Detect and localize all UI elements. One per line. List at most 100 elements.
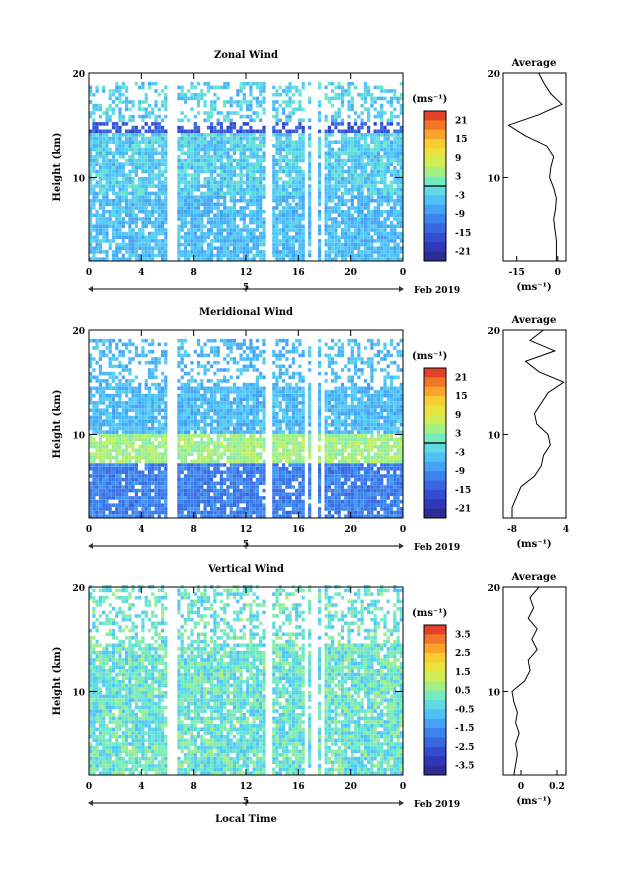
heatmap-cell xyxy=(164,459,168,464)
heatmap-cell xyxy=(210,364,214,369)
heatmap-cell xyxy=(331,187,335,192)
heatmap-cell xyxy=(219,235,223,240)
heatmap-cell xyxy=(210,239,214,243)
heatmap-cell xyxy=(262,228,266,232)
heatmap-cell xyxy=(95,448,99,453)
heatmap-cell xyxy=(255,242,259,247)
heatmap-cell xyxy=(105,470,109,475)
heatmap-cell xyxy=(242,162,246,166)
heatmap-cell xyxy=(210,390,214,394)
heatmap-cell xyxy=(151,191,155,196)
heatmap-cell xyxy=(141,217,145,221)
heatmap-cell xyxy=(131,470,135,475)
heatmap-cell xyxy=(376,187,380,192)
heatmap-cell xyxy=(147,430,152,434)
heatmap-cell xyxy=(177,166,181,170)
heatmap-cell xyxy=(121,408,125,412)
heatmap-cell xyxy=(389,147,394,152)
heatmap-cell xyxy=(223,481,227,486)
heatmap-cell xyxy=(331,81,335,86)
heatmap-cell xyxy=(95,488,99,493)
heatmap-cell xyxy=(275,224,279,229)
heatmap-cell xyxy=(154,147,158,152)
heatmap-cell xyxy=(239,114,243,119)
heatmap-cell xyxy=(288,209,292,214)
heatmap-cell xyxy=(216,155,220,159)
heatmap-cell xyxy=(125,415,129,420)
heatmap-cell xyxy=(393,253,397,258)
heatmap-cell xyxy=(255,220,259,225)
heatmap-cell xyxy=(393,257,397,261)
heatmap-cell xyxy=(115,125,119,130)
heatmap-cell xyxy=(393,213,397,218)
heatmap-cell xyxy=(154,481,158,486)
heatmap-cell xyxy=(278,228,282,232)
heatmap-cell xyxy=(206,496,210,500)
heatmap-cell xyxy=(187,434,191,438)
heatmap-cell xyxy=(213,426,217,431)
heatmap-cell xyxy=(131,217,135,221)
heatmap-cell xyxy=(144,448,148,453)
heatmap-cell xyxy=(89,360,93,365)
heatmap-cell xyxy=(141,253,145,258)
heatmap-cell xyxy=(151,499,155,504)
heatmap-cell xyxy=(301,107,305,112)
heatmap-cell xyxy=(226,184,230,188)
heatmap-cell xyxy=(229,228,233,232)
heatmap-cell xyxy=(164,136,168,141)
heatmap-cell xyxy=(259,92,263,97)
heatmap-cell xyxy=(242,187,246,192)
heatmap-cell xyxy=(213,448,217,453)
heatmap-cell xyxy=(108,364,112,369)
heatmap-cell xyxy=(187,136,191,141)
colorbar-tick-label: -21 xyxy=(455,248,471,258)
heatmap-cell xyxy=(118,360,122,365)
heatmap-cell xyxy=(337,169,341,174)
heatmap-cell xyxy=(187,257,191,261)
heatmap-cell xyxy=(161,386,165,391)
heatmap-cell xyxy=(291,191,295,196)
heatmap-cell xyxy=(203,499,207,504)
heatmap-cell xyxy=(89,184,93,188)
heatmap-cell xyxy=(252,228,256,232)
heatmap-cell xyxy=(180,129,184,134)
heatmap-cell xyxy=(210,85,214,90)
heatmap-cell xyxy=(206,140,210,144)
heatmap-cell xyxy=(141,474,145,478)
heatmap-cell xyxy=(92,140,96,144)
heatmap-cell xyxy=(331,250,335,254)
heatmap-cell xyxy=(318,166,322,170)
heatmap-cell xyxy=(102,419,106,423)
heatmap-cell xyxy=(216,187,220,192)
heatmap-cell xyxy=(236,507,240,511)
heatmap-cell xyxy=(180,514,184,518)
heatmap-cell xyxy=(242,173,246,177)
heatmap-cell xyxy=(200,430,204,434)
heatmap-cell xyxy=(134,81,138,86)
heatmap-cell xyxy=(89,393,93,398)
heatmap-cell xyxy=(193,466,197,471)
heatmap-cell xyxy=(144,477,148,482)
heatmap-cell xyxy=(183,386,188,391)
heatmap-cell xyxy=(295,253,299,258)
heatmap-cell xyxy=(275,162,279,166)
heatmap-cell xyxy=(239,455,243,460)
heatmap-cell xyxy=(105,397,109,401)
heatmap-cell xyxy=(138,386,142,391)
heatmap-cell xyxy=(134,386,138,391)
heatmap-cell xyxy=(98,151,102,155)
heatmap-cell xyxy=(203,463,207,467)
heatmap-cell xyxy=(337,239,341,243)
heatmap-cell xyxy=(376,151,380,155)
heatmap-cell xyxy=(187,151,191,155)
heatmap-cell xyxy=(121,349,125,354)
heatmap-cell xyxy=(229,253,233,258)
heatmap-cell xyxy=(161,401,165,405)
heatmap-cell xyxy=(236,228,240,232)
heatmap-cell xyxy=(177,235,181,240)
heatmap-cell xyxy=(108,434,112,438)
heatmap-cell xyxy=(190,408,194,412)
heatmap-cell xyxy=(262,140,266,144)
heatmap-cell xyxy=(115,257,119,261)
heatmap-cell xyxy=(298,140,302,144)
